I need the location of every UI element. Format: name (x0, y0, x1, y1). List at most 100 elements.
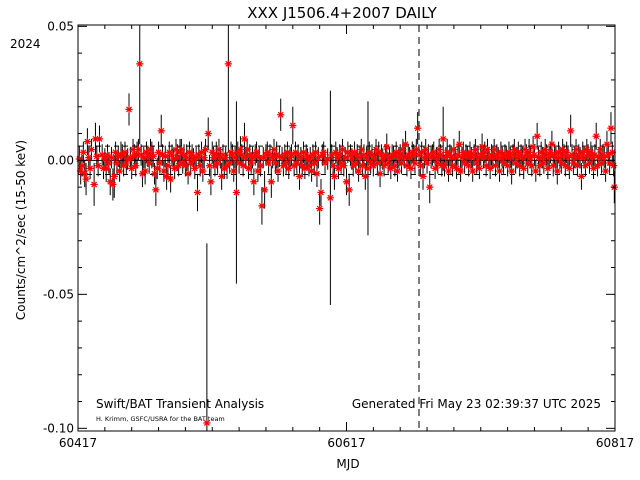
data-point (90, 180, 98, 189)
data-point (426, 183, 434, 191)
data-point (504, 162, 512, 170)
data-point (407, 164, 415, 172)
data-point (141, 167, 149, 175)
data-point (150, 170, 159, 178)
data-point (510, 146, 518, 154)
data-point (525, 148, 533, 156)
data-point (512, 159, 520, 167)
data-point (81, 170, 89, 178)
data-point (597, 159, 606, 167)
data-point (199, 167, 207, 175)
data-point (541, 146, 549, 154)
data-point (243, 146, 251, 154)
y-axis-label: Counts/cm^2/sec (15-50 keV) (14, 140, 28, 320)
data-point (423, 159, 431, 167)
data-point (393, 167, 402, 175)
data-point (105, 159, 113, 167)
data-point (458, 154, 466, 162)
data-point (540, 159, 548, 167)
data-point (265, 159, 273, 167)
data-point (361, 172, 369, 181)
data-point (596, 146, 604, 154)
data-point (532, 167, 540, 175)
data-point (287, 151, 296, 159)
year-label: 2024 (10, 37, 41, 51)
y-tick-label: -0.10 (43, 421, 74, 435)
data-point (439, 135, 447, 143)
data-point (163, 172, 171, 181)
data-point (164, 162, 172, 170)
data-point (310, 159, 318, 167)
data-point (295, 172, 304, 181)
data-point (258, 202, 266, 210)
data-point (160, 167, 168, 175)
data-point (326, 194, 334, 202)
data-point (305, 162, 313, 170)
data-point (232, 188, 241, 197)
data-point (321, 159, 329, 167)
data-point (470, 151, 478, 159)
data-point (256, 162, 265, 170)
data-point (524, 159, 532, 167)
data-point (329, 162, 337, 170)
data-point (555, 148, 563, 156)
data-point (181, 162, 189, 170)
data-point (585, 159, 594, 167)
data-point (102, 164, 110, 172)
data-point (330, 172, 339, 181)
data-point (203, 419, 211, 427)
data-point (208, 148, 216, 156)
data-point (313, 170, 321, 178)
data-point (282, 159, 290, 167)
data-point (254, 167, 262, 175)
data-point (134, 146, 143, 154)
data-point (607, 124, 615, 132)
data-point (392, 148, 400, 156)
data-point (252, 148, 261, 156)
data-point (87, 146, 96, 154)
data-point (538, 154, 547, 162)
data-point (363, 154, 371, 162)
data-point (171, 164, 179, 172)
data-point (356, 154, 364, 162)
data-point (455, 140, 463, 148)
data-point (528, 162, 536, 170)
data-point (184, 170, 192, 178)
data-point (569, 159, 577, 167)
data-point (110, 172, 118, 181)
data-point (173, 154, 181, 162)
data-point (338, 146, 347, 154)
data-point (93, 152, 101, 160)
data-point (509, 151, 517, 159)
data-point (103, 151, 112, 159)
data-point (483, 146, 492, 154)
data-point (224, 60, 232, 68)
data-point (416, 162, 424, 170)
data-point (553, 167, 561, 175)
data-point (145, 159, 153, 167)
data-point (381, 151, 390, 159)
data-point (153, 164, 161, 172)
data-point (301, 164, 309, 172)
data-point (473, 159, 481, 167)
data-point (121, 148, 129, 156)
data-point (412, 146, 420, 154)
data-point (466, 148, 474, 156)
data-point (212, 151, 220, 159)
data-point (196, 162, 204, 170)
data-point (430, 148, 438, 156)
data-point (491, 162, 500, 170)
data-point (411, 159, 419, 167)
data-point (545, 154, 553, 162)
data-point (526, 154, 535, 162)
data-point (418, 148, 426, 156)
data-point (247, 159, 255, 167)
data-point (410, 151, 418, 159)
data-point (342, 178, 351, 186)
data-point (454, 151, 462, 159)
data-point (109, 180, 117, 189)
data-point (154, 148, 163, 156)
data-point (383, 143, 391, 151)
data-point (187, 159, 195, 167)
